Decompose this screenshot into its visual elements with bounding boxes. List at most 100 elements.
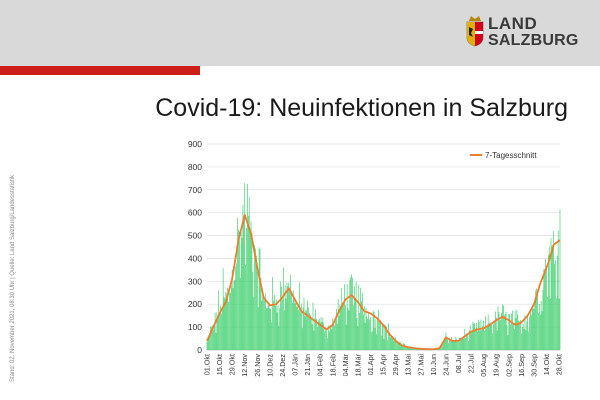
bar xyxy=(522,324,524,350)
bar xyxy=(239,231,240,350)
bar xyxy=(540,300,542,350)
bar xyxy=(386,326,387,350)
bar xyxy=(501,312,502,350)
bar xyxy=(532,307,534,350)
bar xyxy=(361,301,362,350)
bar xyxy=(247,183,248,350)
bar xyxy=(250,221,252,350)
bar xyxy=(252,271,254,350)
bar xyxy=(281,286,282,350)
bar xyxy=(368,312,370,350)
bar xyxy=(499,320,501,350)
bar xyxy=(333,322,334,350)
bar xyxy=(413,348,414,350)
bar xyxy=(371,331,373,350)
bar xyxy=(297,306,299,350)
bar xyxy=(339,304,341,350)
bar xyxy=(274,305,276,350)
bar xyxy=(537,292,538,350)
bar xyxy=(546,267,547,350)
x-tick-label: 24.Jun xyxy=(441,354,450,376)
bar xyxy=(530,314,532,350)
bar xyxy=(344,284,345,350)
brand-line-2: SALZBURG xyxy=(488,32,579,49)
bar xyxy=(291,290,292,350)
x-tick-label: 04.Feb xyxy=(316,354,325,376)
salzburg-coat-of-arms-icon xyxy=(466,16,484,47)
bar xyxy=(337,299,339,350)
bar xyxy=(288,282,290,350)
bar xyxy=(556,298,557,350)
bar xyxy=(319,322,321,350)
bar xyxy=(351,274,352,350)
bar xyxy=(309,313,310,350)
bar xyxy=(468,330,470,350)
bar xyxy=(264,300,265,350)
bar xyxy=(536,288,537,350)
land-salzburg-logo[interactable]: LAND SALZBURG xyxy=(466,15,579,51)
bar xyxy=(255,248,256,350)
bar xyxy=(310,317,312,350)
bar xyxy=(269,308,271,350)
bar xyxy=(406,346,408,350)
bar xyxy=(553,230,555,350)
bar xyxy=(474,323,475,350)
bar xyxy=(224,298,226,350)
bar xyxy=(520,320,521,350)
bar xyxy=(326,329,327,350)
bar xyxy=(478,321,480,350)
bar xyxy=(512,324,514,350)
page-title: Covid-19: Neuinfektionen in Salzburg xyxy=(155,94,568,122)
bar xyxy=(207,337,209,350)
bar xyxy=(513,329,515,350)
bar xyxy=(367,318,369,350)
bar xyxy=(471,331,473,350)
bar xyxy=(277,305,279,350)
bar xyxy=(321,322,323,350)
bar xyxy=(535,290,537,350)
x-tick-label: 30.Sep xyxy=(529,354,538,377)
bar xyxy=(325,330,326,350)
bar xyxy=(229,292,230,350)
bar xyxy=(353,305,354,350)
bar xyxy=(274,294,275,350)
bar xyxy=(387,340,388,350)
bar xyxy=(341,288,343,350)
bar xyxy=(317,327,318,350)
bar xyxy=(221,313,222,350)
x-tick-label: 02.Sep xyxy=(504,354,513,377)
x-tick-label: 10.Jun xyxy=(429,354,438,376)
bar xyxy=(512,310,513,350)
x-tick-label: 21.Jän xyxy=(303,354,312,376)
bar xyxy=(531,307,533,350)
bar xyxy=(371,331,372,350)
bar xyxy=(543,268,545,350)
bar xyxy=(206,341,208,350)
bar xyxy=(397,342,398,350)
bar xyxy=(287,286,289,350)
bar xyxy=(446,336,448,350)
bar xyxy=(365,307,367,350)
bar xyxy=(282,299,283,350)
bar xyxy=(359,312,361,350)
bar xyxy=(389,331,390,350)
bar xyxy=(542,289,544,350)
bar xyxy=(301,328,303,350)
bar xyxy=(498,312,500,350)
bar xyxy=(350,277,352,350)
x-axis: 01.Okt 15.Okt 29.Okt 12.Nov 26.Nov 10.Dez 24.D… xyxy=(203,353,564,376)
bar xyxy=(315,309,317,350)
x-tick-label: 01.Okt xyxy=(203,354,212,375)
bar xyxy=(414,348,415,350)
bar xyxy=(496,330,498,350)
bar xyxy=(221,309,223,350)
bar xyxy=(515,318,517,350)
bar xyxy=(377,317,378,350)
bar xyxy=(469,325,471,350)
bar xyxy=(487,314,489,350)
bar xyxy=(313,330,315,350)
bar xyxy=(334,325,335,350)
bar xyxy=(364,322,366,350)
bar xyxy=(388,323,389,350)
